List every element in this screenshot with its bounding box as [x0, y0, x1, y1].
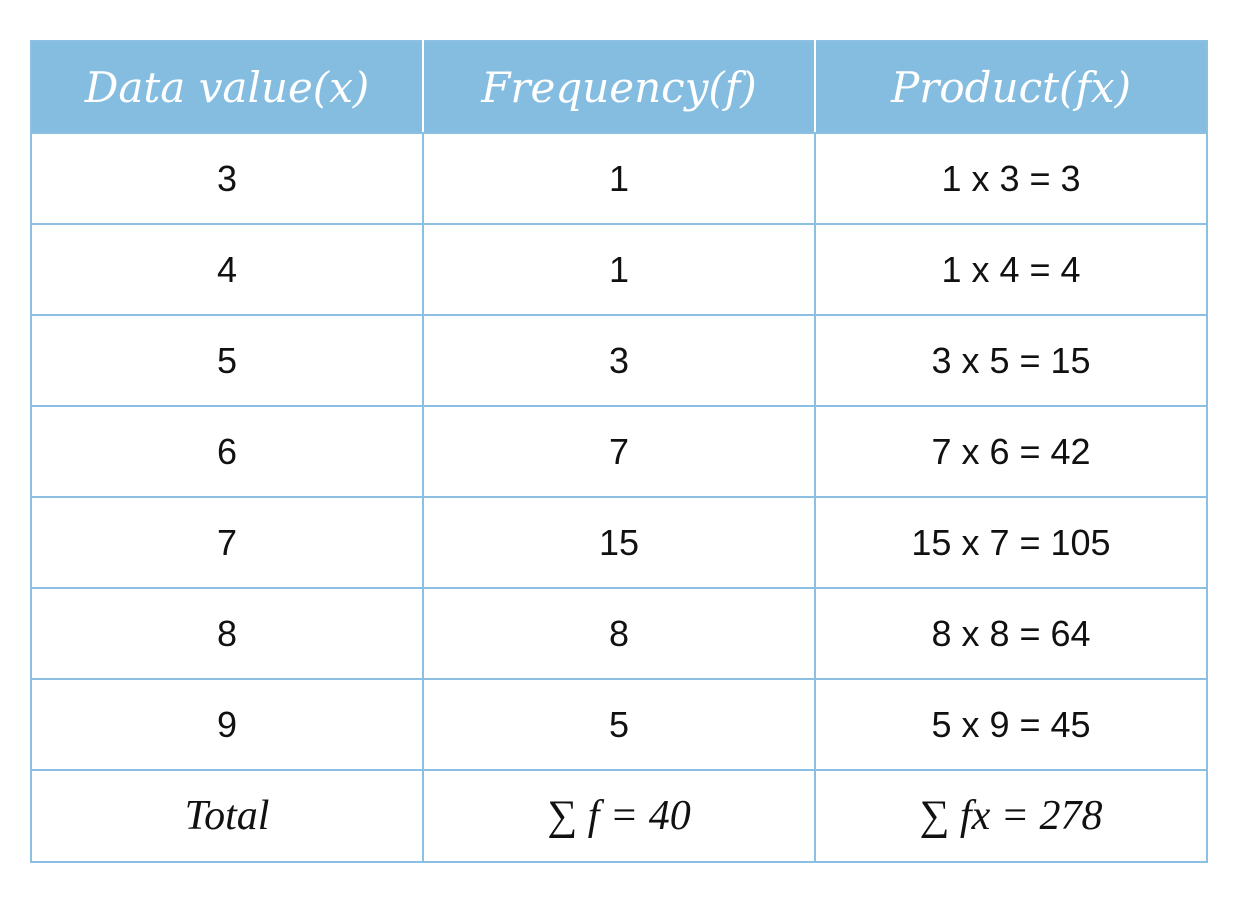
table-cell: 1 [422, 223, 816, 316]
table-cell: 3 x 5 = 15 [814, 314, 1208, 407]
table-cell: 1 x 4 = 4 [814, 223, 1208, 316]
table-cell: 5 x 9 = 45 [814, 678, 1208, 771]
table-cell: 8 x 8 = 64 [814, 587, 1208, 680]
total-row: Total ∑ f = 40 ∑ fx = 278 [30, 769, 1208, 863]
table-cell: 7 [30, 496, 424, 589]
table-cell: 7 [422, 405, 816, 498]
header-row: Data value(x) Frequency(f) Product(fx) [30, 40, 1208, 134]
table-cell: 15 x 7 = 105 [814, 496, 1208, 589]
table-cell: 1 x 3 = 3 [814, 132, 1208, 225]
table-cell: 3 [30, 132, 424, 225]
total-cell: ∑ fx = 278 [814, 769, 1208, 863]
table-cell: 9 [30, 678, 424, 771]
header-cell: Product(fx) [814, 40, 1208, 134]
table-cell: 7 x 6 = 42 [814, 405, 1208, 498]
table-cell: 1 [422, 132, 816, 225]
total-cell: ∑ f = 40 [422, 769, 816, 863]
table-row: 7 15 15 x 7 = 105 [30, 496, 1208, 589]
total-cell: Total [30, 769, 424, 863]
table-cell: 15 [422, 496, 816, 589]
table-cell: 5 [30, 314, 424, 407]
table-cell: 6 [30, 405, 424, 498]
table-cell: 3 [422, 314, 816, 407]
header-cell: Data value(x) [30, 40, 424, 134]
table-cell: 8 [30, 587, 424, 680]
table-cell: 5 [422, 678, 816, 771]
table-cell: 8 [422, 587, 816, 680]
table-cell: 4 [30, 223, 424, 316]
header-cell: Frequency(f) [422, 40, 816, 134]
